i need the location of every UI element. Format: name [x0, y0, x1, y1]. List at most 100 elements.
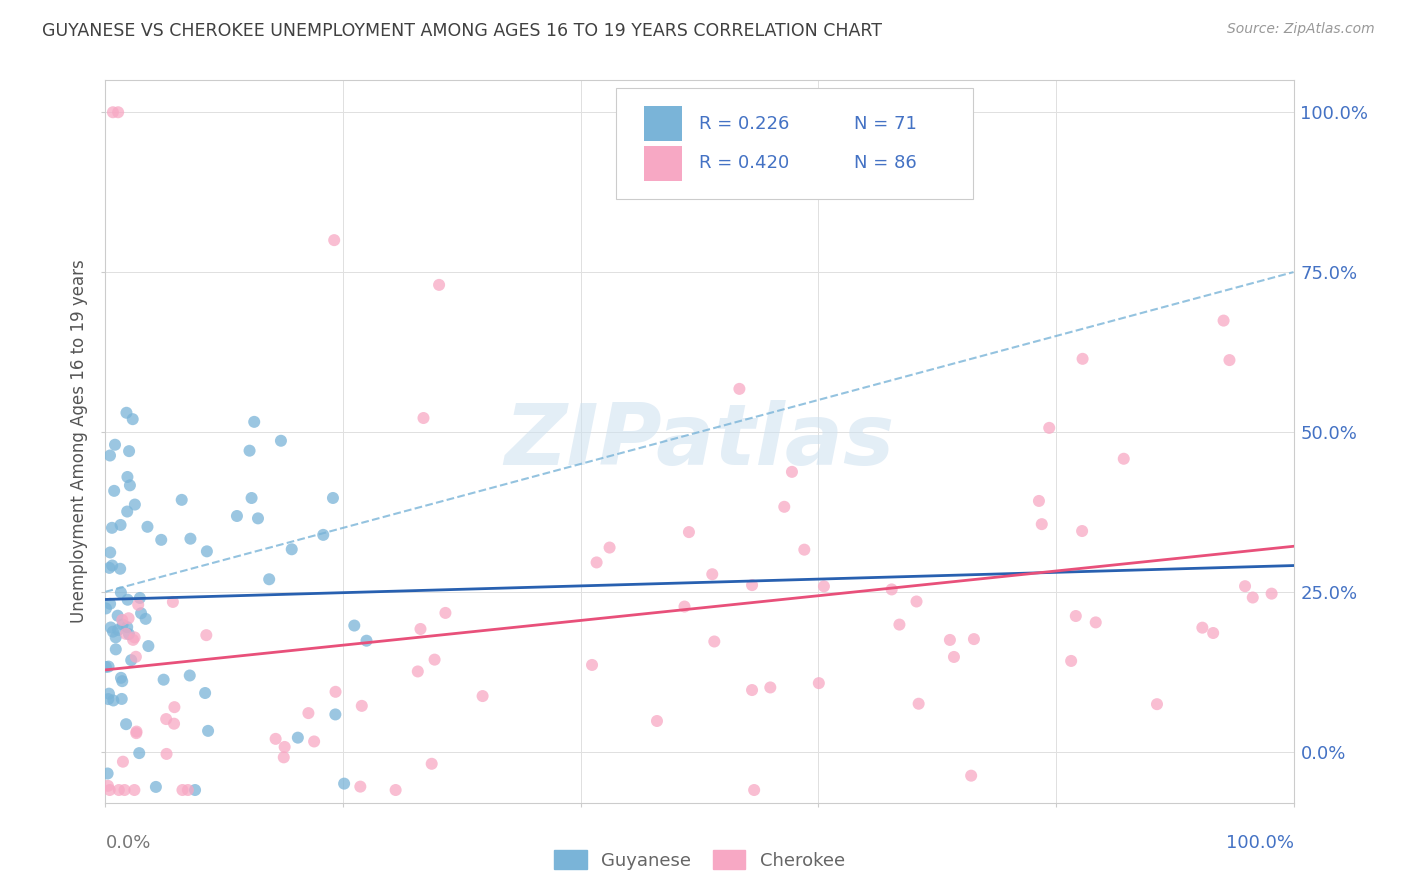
Point: [742, 783, 765, 797]
Point: [163, 716, 186, 731]
Point: [115, 717, 138, 731]
Point: [124, 783, 146, 797]
Point: [97, 659, 120, 673]
Point: [813, 579, 835, 593]
Point: [889, 617, 911, 632]
Point: [118, 627, 141, 641]
Point: [136, 520, 159, 534]
Point: [172, 783, 194, 797]
Point: [197, 723, 219, 738]
Point: [1260, 587, 1282, 601]
FancyBboxPatch shape: [616, 87, 973, 200]
Point: [184, 783, 207, 797]
Point: [108, 562, 131, 576]
Point: [350, 698, 373, 713]
Point: [101, 558, 124, 573]
Point: [127, 598, 149, 612]
Point: [322, 491, 344, 505]
Text: R = 0.226: R = 0.226: [700, 115, 790, 133]
Point: [780, 465, 803, 479]
Point: [960, 769, 983, 783]
Point: [673, 599, 696, 614]
Point: [111, 692, 134, 706]
Point: [270, 434, 292, 448]
Point: [125, 724, 148, 739]
Legend: Guyanese, Cherokee: Guyanese, Cherokee: [547, 843, 852, 877]
Point: [94, 660, 117, 674]
Point: [125, 726, 148, 740]
Point: [179, 668, 201, 682]
Point: [1112, 451, 1135, 466]
Point: [1212, 313, 1234, 327]
Point: [907, 697, 929, 711]
Point: [773, 500, 796, 514]
Point: [107, 623, 129, 637]
Point: [728, 382, 751, 396]
Point: [678, 525, 700, 540]
Point: [97, 692, 120, 706]
Point: [98, 449, 121, 463]
Point: [145, 780, 167, 794]
Point: [124, 631, 146, 645]
Point: [117, 611, 139, 625]
Point: [117, 470, 139, 484]
Point: [238, 443, 260, 458]
Point: [121, 412, 143, 426]
Point: [97, 779, 120, 793]
Point: [104, 438, 127, 452]
Point: [117, 592, 139, 607]
Point: [98, 783, 121, 797]
Point: [98, 545, 121, 559]
Point: [1191, 621, 1213, 635]
Point: [195, 628, 218, 642]
Point: [343, 618, 366, 632]
Point: [100, 620, 122, 634]
Point: [471, 689, 494, 703]
Text: R = 0.420: R = 0.420: [700, 154, 790, 172]
Point: [194, 686, 217, 700]
Point: [1064, 609, 1087, 624]
Point: [264, 731, 287, 746]
Point: [581, 657, 603, 672]
Point: [118, 478, 141, 492]
Text: N = 71: N = 71: [853, 115, 917, 133]
Point: [325, 685, 347, 699]
Point: [702, 567, 724, 582]
Point: [114, 783, 136, 797]
Point: [939, 632, 962, 647]
Point: [97, 687, 120, 701]
Point: [179, 532, 201, 546]
Point: [103, 693, 125, 707]
Point: [1084, 615, 1107, 630]
Point: [150, 533, 173, 547]
Point: [1031, 517, 1053, 532]
Point: [101, 105, 124, 120]
Point: [162, 595, 184, 609]
Point: [226, 508, 249, 523]
Point: [599, 541, 621, 555]
Point: [1218, 353, 1240, 368]
Point: [302, 734, 325, 748]
Point: [1060, 654, 1083, 668]
Point: [115, 406, 138, 420]
Point: [243, 415, 266, 429]
Point: [349, 780, 371, 794]
Point: [111, 755, 134, 769]
Y-axis label: Unemployment Among Ages 16 to 19 years: Unemployment Among Ages 16 to 19 years: [70, 260, 89, 624]
Point: [280, 542, 302, 557]
Point: [101, 624, 124, 639]
Point: [110, 518, 132, 533]
Point: [155, 747, 177, 761]
Point: [129, 607, 152, 621]
Point: [115, 620, 138, 634]
Point: [125, 649, 148, 664]
Point: [101, 521, 124, 535]
Point: [384, 783, 406, 797]
Text: 0.0%: 0.0%: [105, 834, 150, 852]
Bar: [644, 146, 682, 181]
Point: [240, 491, 263, 505]
Point: [108, 783, 131, 797]
Point: [163, 700, 186, 714]
Text: N = 86: N = 86: [853, 154, 917, 172]
Point: [273, 739, 295, 754]
